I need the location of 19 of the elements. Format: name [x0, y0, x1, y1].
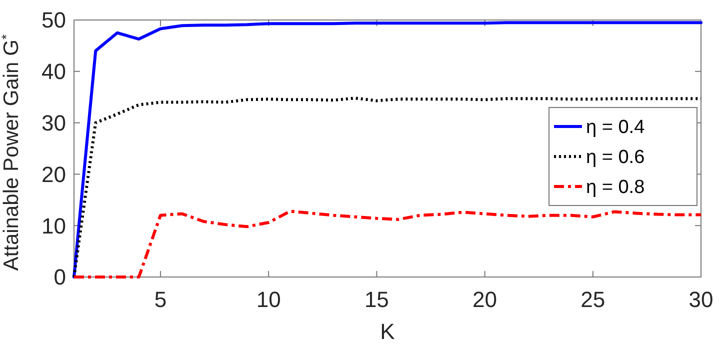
- x-tick-label: 15: [364, 287, 389, 312]
- x-tick-label: 10: [256, 287, 281, 312]
- line-series: [72, 210, 702, 278]
- x-tick-label: 30: [688, 287, 714, 312]
- y-tick-label: 50: [42, 8, 66, 33]
- x-tick-label: 20: [472, 287, 498, 312]
- legend-label: η = 0.6: [586, 147, 645, 168]
- x-tick-label: 25: [580, 287, 606, 312]
- y-tick-label: 20: [42, 162, 66, 187]
- legend-label: η = 0.4: [586, 117, 646, 138]
- y-tick-label: 40: [42, 59, 66, 84]
- y-tick-label: 30: [42, 110, 66, 136]
- x-axis-title: K: [380, 319, 396, 344]
- y-tick-label: 10: [42, 213, 66, 238]
- line-series: [72, 96, 702, 278]
- y-tick-label: 0: [54, 264, 66, 290]
- x-tick-label: 5: [154, 287, 167, 312]
- legend-label: η = 0.8: [586, 177, 645, 198]
- line-series: [72, 21, 702, 278]
